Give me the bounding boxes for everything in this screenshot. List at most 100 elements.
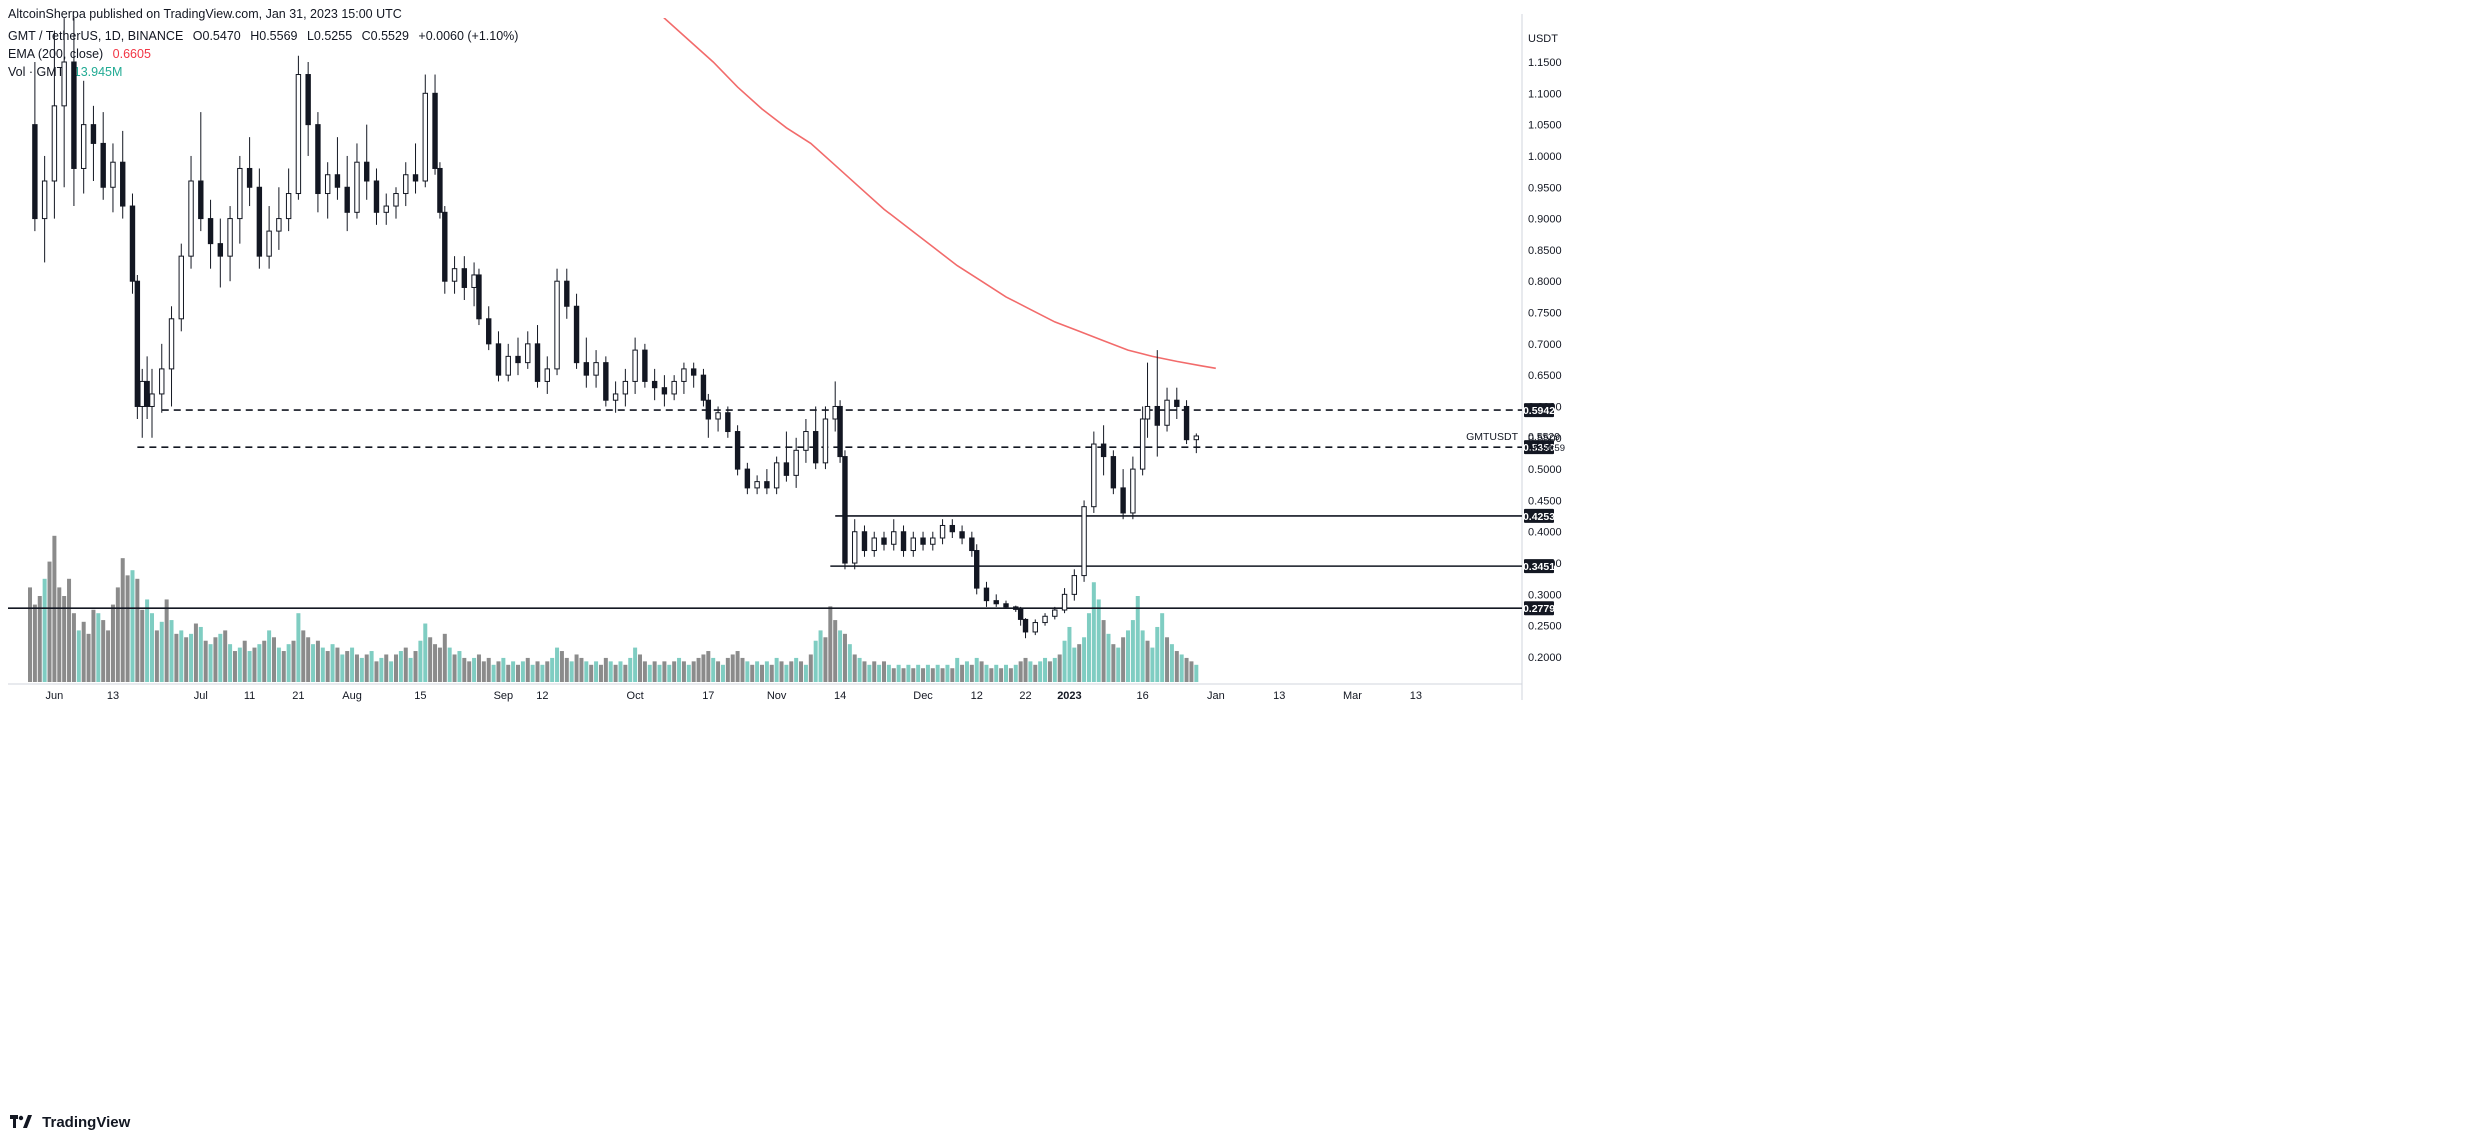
- candle-down[interactable]: [1017, 608, 1024, 620]
- candle-down[interactable]: [700, 374, 707, 401]
- candle-down[interactable]: [642, 349, 648, 382]
- candle-down[interactable]: [734, 431, 741, 470]
- candle-up[interactable]: [237, 167, 243, 220]
- candle-up[interactable]: [227, 218, 233, 257]
- candle-down[interactable]: [959, 531, 965, 539]
- candle-up[interactable]: [383, 205, 389, 213]
- candle-down[interactable]: [495, 343, 502, 376]
- candle-down[interactable]: [1154, 405, 1160, 426]
- candle-up[interactable]: [422, 92, 428, 182]
- candle-down[interactable]: [1110, 456, 1117, 489]
- candle-up[interactable]: [505, 355, 511, 376]
- candle-up[interactable]: [178, 255, 184, 320]
- candle-up[interactable]: [1139, 418, 1146, 470]
- candle-down[interactable]: [344, 186, 350, 213]
- candle-up[interactable]: [939, 524, 946, 539]
- candle-down[interactable]: [207, 218, 214, 245]
- candle-up[interactable]: [295, 74, 302, 195]
- candle-up[interactable]: [773, 462, 780, 489]
- candle-down[interactable]: [476, 274, 482, 320]
- candle-down[interactable]: [974, 550, 980, 589]
- candle-down[interactable]: [315, 124, 321, 195]
- candle-up[interactable]: [451, 268, 458, 282]
- candle-down[interactable]: [412, 174, 419, 182]
- candle-down[interactable]: [837, 405, 843, 458]
- candle-down[interactable]: [861, 531, 868, 552]
- candle-down[interactable]: [651, 380, 658, 389]
- candle-down[interactable]: [564, 280, 570, 307]
- candle-up[interactable]: [188, 180, 194, 257]
- candle-down[interactable]: [573, 305, 580, 364]
- candle-up[interactable]: [852, 531, 858, 564]
- candle-up[interactable]: [324, 174, 331, 195]
- candle-up[interactable]: [139, 380, 145, 407]
- candle-up[interactable]: [276, 218, 282, 232]
- candle-down[interactable]: [144, 380, 150, 407]
- candle-up[interactable]: [1061, 593, 1068, 611]
- candle-down[interactable]: [120, 161, 126, 207]
- candle-up[interactable]: [110, 161, 116, 188]
- candle-down[interactable]: [134, 280, 141, 407]
- candle-up[interactable]: [525, 343, 531, 364]
- candle-up[interactable]: [61, 61, 67, 107]
- candle-down[interactable]: [1100, 443, 1107, 458]
- candle-up[interactable]: [681, 368, 687, 382]
- candle-up[interactable]: [593, 362, 599, 376]
- candle-down[interactable]: [900, 531, 907, 552]
- candle-up[interactable]: [285, 193, 292, 220]
- candle-down[interactable]: [603, 362, 609, 401]
- candle-down[interactable]: [983, 587, 990, 602]
- candle-up[interactable]: [168, 318, 175, 370]
- candle-down[interactable]: [969, 537, 975, 552]
- candle-up[interactable]: [622, 380, 629, 395]
- candle-up[interactable]: [793, 449, 799, 476]
- candle-up[interactable]: [930, 537, 936, 545]
- candle-up[interactable]: [403, 174, 409, 195]
- candle-down[interactable]: [812, 431, 819, 464]
- candle-up[interactable]: [554, 280, 560, 370]
- candle-up[interactable]: [1071, 575, 1078, 595]
- candle-up[interactable]: [1144, 405, 1151, 420]
- candle-down[interactable]: [129, 205, 136, 282]
- candle-down[interactable]: [432, 92, 438, 169]
- candle-down[interactable]: [373, 180, 380, 213]
- candle-up[interactable]: [612, 393, 619, 401]
- candle-down[interactable]: [725, 412, 731, 433]
- candle-down[interactable]: [1022, 618, 1029, 633]
- candle-up[interactable]: [632, 349, 638, 382]
- candle-up[interactable]: [1164, 399, 1170, 426]
- candle-down[interactable]: [442, 211, 448, 282]
- candle-down[interactable]: [461, 268, 468, 288]
- candle-down[interactable]: [1013, 606, 1019, 610]
- candle-down[interactable]: [1003, 603, 1009, 608]
- candle-down[interactable]: [842, 456, 848, 564]
- candle-up[interactable]: [715, 412, 721, 420]
- candle-down[interactable]: [246, 167, 253, 188]
- candle-up[interactable]: [1032, 622, 1038, 633]
- candle-up[interactable]: [149, 393, 155, 407]
- candle-down[interactable]: [90, 124, 97, 144]
- candle-down[interactable]: [198, 180, 204, 220]
- candle-down[interactable]: [437, 167, 443, 213]
- candle-down[interactable]: [881, 537, 887, 545]
- candle-down[interactable]: [764, 481, 770, 489]
- candle-down[interactable]: [71, 61, 77, 169]
- candle-down[interactable]: [993, 600, 999, 605]
- candle-down[interactable]: [1183, 405, 1190, 441]
- candle-up[interactable]: [51, 105, 58, 182]
- candle-up[interactable]: [871, 537, 877, 552]
- candle-up[interactable]: [1193, 435, 1200, 441]
- candle-up[interactable]: [1052, 609, 1058, 617]
- candle-down[interactable]: [334, 174, 341, 188]
- candle-down[interactable]: [783, 462, 790, 476]
- candle-down[interactable]: [583, 362, 590, 376]
- candle-down[interactable]: [256, 186, 263, 257]
- candle-up[interactable]: [80, 124, 87, 169]
- candle-up[interactable]: [910, 537, 916, 552]
- candle-down[interactable]: [32, 124, 38, 220]
- candle-down[interactable]: [364, 161, 370, 182]
- candle-down[interactable]: [534, 343, 541, 382]
- candle-up[interactable]: [1091, 443, 1097, 508]
- symbol-title[interactable]: GMT / TetherUS, 1D, BINANCE: [8, 29, 184, 43]
- candle-up[interactable]: [803, 431, 809, 451]
